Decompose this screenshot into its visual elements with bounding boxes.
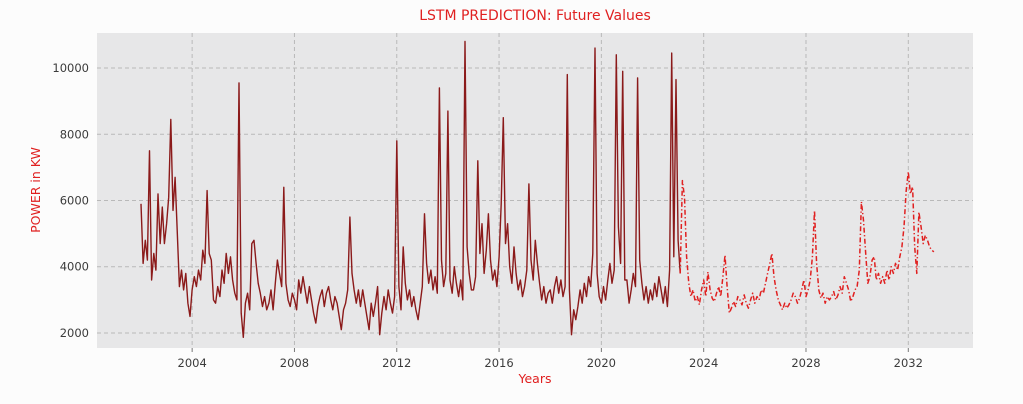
x-tick-label: 2008 xyxy=(280,356,309,370)
x-tick-label: 2032 xyxy=(894,356,923,370)
x-tick-label: 2028 xyxy=(791,356,820,370)
plot-background xyxy=(97,33,973,348)
y-tick-label: 8000 xyxy=(60,127,89,141)
y-tick-label: 2000 xyxy=(60,326,89,340)
y-tick-label: 10000 xyxy=(52,61,89,75)
x-tick-label: 2020 xyxy=(587,356,616,370)
x-tick-label: 2024 xyxy=(689,356,718,370)
x-tick-label: 2016 xyxy=(484,356,513,370)
y-tick-label: 6000 xyxy=(60,194,89,208)
x-tick-label: 2012 xyxy=(382,356,411,370)
chart-title: LSTM PREDICTION: Future Values xyxy=(419,8,651,24)
series-lstm-future-prediction xyxy=(679,170,935,314)
x-axis-label: Years xyxy=(518,371,552,386)
y-tick-label: 4000 xyxy=(60,260,89,274)
series-historical-power xyxy=(140,40,681,338)
x-tick-label: 2004 xyxy=(178,356,207,370)
